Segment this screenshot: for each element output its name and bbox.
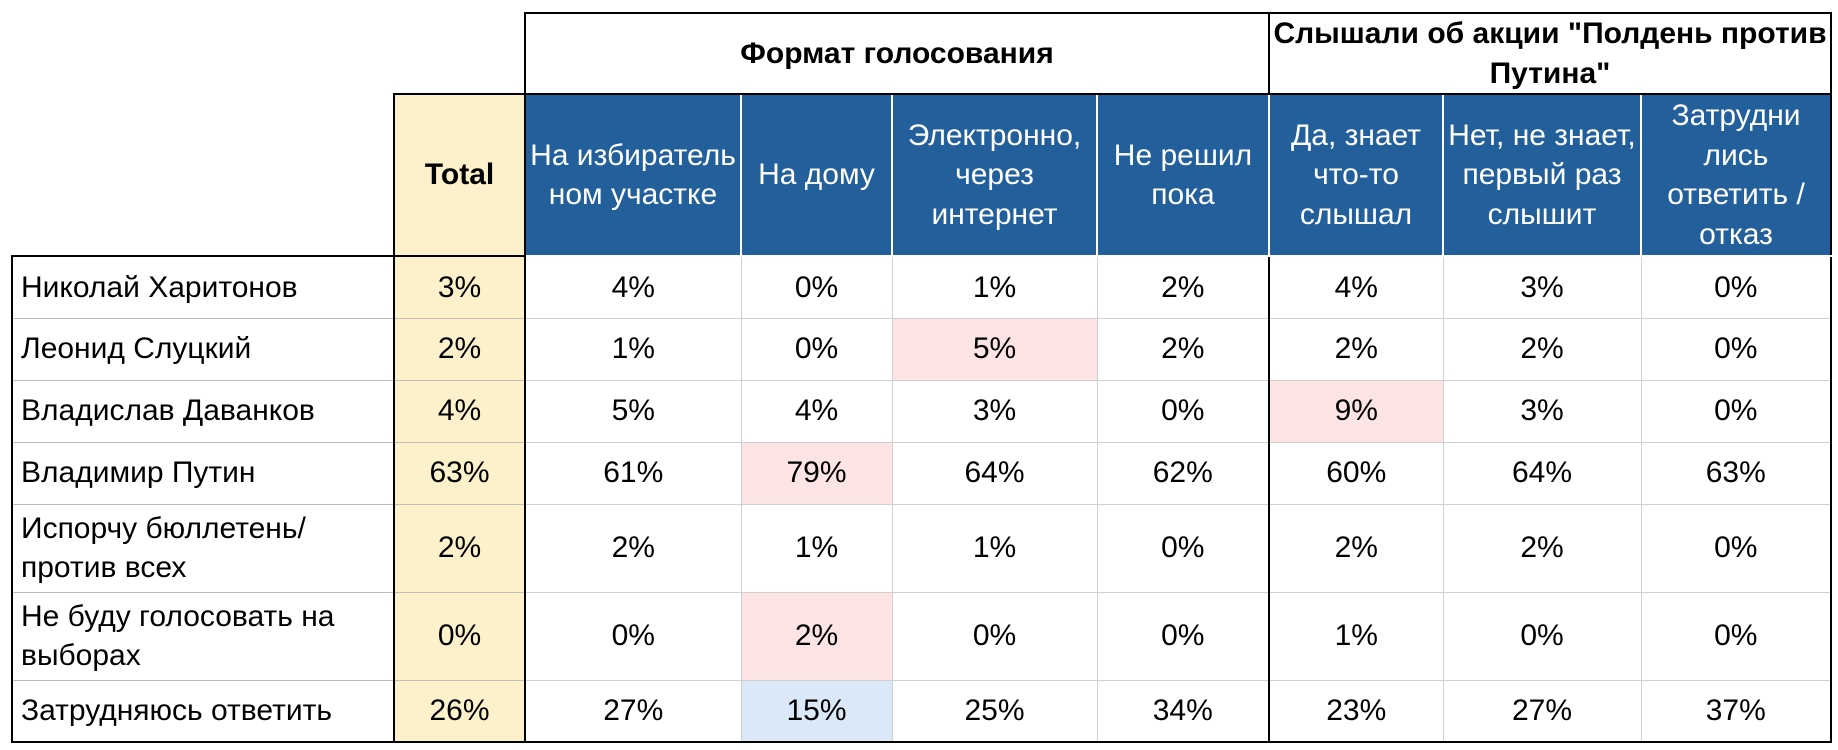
row-label: Николай Харитонов: [11, 255, 395, 319]
column-header-online: Электронно, через интернет: [891, 93, 1098, 258]
value-cell: 0%: [1640, 591, 1832, 681]
table-row: Владислав Даванков 4% 5% 4% 3% 0% 9% 3% 0%: [11, 379, 1832, 443]
total-value: 2%: [393, 503, 526, 593]
row-label: Леонид Слуцкий: [11, 317, 395, 381]
table-row: Испорчу бюллетень/против всех 2% 2% 1% 1% 0% 2…: [11, 503, 1832, 593]
value-cell: 0%: [524, 591, 742, 681]
group-header-voting-format: Формат голосования: [524, 11, 1270, 96]
value-cell: 25%: [891, 679, 1098, 744]
poll-results-table: Формат голосования Слышали об акции "Пол…: [11, 11, 1832, 744]
value-cell: 37%: [1640, 679, 1832, 744]
value-cell: 3%: [1442, 379, 1642, 443]
value-cell: 0%: [1640, 503, 1832, 593]
table-row: Николай Харитонов 3% 4% 0% 1% 2% 4% 3% 0%: [11, 255, 1832, 319]
value-cell: 0%: [1442, 591, 1642, 681]
column-header-total: Total: [393, 93, 526, 258]
table-row: Не буду голосовать на выборах 0% 0% 2% 0% 0% 1…: [11, 591, 1832, 681]
row-label: Испорчу бюллетень/против всех: [11, 503, 395, 593]
value-cell: 0%: [891, 591, 1098, 681]
value-cell: 15%: [740, 679, 893, 744]
value-cell: 0%: [1096, 379, 1270, 443]
value-cell: 64%: [891, 441, 1098, 505]
value-cell: 2%: [1442, 317, 1642, 381]
row-label: Не буду голосовать на выборах: [11, 591, 395, 681]
value-cell: 1%: [1268, 591, 1444, 681]
value-cell: 0%: [1640, 255, 1832, 319]
value-cell: 0%: [740, 255, 893, 319]
value-cell: 3%: [891, 379, 1098, 443]
row-label: Владимир Путин: [11, 441, 395, 505]
value-cell: 23%: [1268, 679, 1444, 744]
value-cell: 63%: [1640, 441, 1832, 505]
value-cell: 62%: [1096, 441, 1270, 505]
value-cell: 0%: [740, 317, 893, 381]
column-header-row: Total На избиратель ном участке На дому …: [12, 93, 1832, 258]
value-cell: 79%: [740, 441, 893, 505]
table-row: Леонид Слуцкий 2% 1% 0% 5% 2% 2% 2% 0%: [11, 317, 1832, 381]
value-cell: 4%: [740, 379, 893, 443]
column-header-heard-yes: Да, знает что-то слышал: [1268, 93, 1444, 258]
group-header-row: Формат голосования Слышали об акции "Пол…: [12, 11, 1832, 96]
total-value: 3%: [393, 255, 526, 319]
group-header-heard-of-action: Слышали об акции "Полдень против Путина": [1268, 11, 1832, 96]
total-value: 0%: [393, 591, 526, 681]
value-cell: 27%: [1442, 679, 1642, 744]
total-value: 63%: [393, 441, 526, 505]
value-cell: 2%: [524, 503, 742, 593]
value-cell: 64%: [1442, 441, 1642, 505]
value-cell: 60%: [1268, 441, 1444, 505]
value-cell: 9%: [1268, 379, 1444, 443]
value-cell: 2%: [740, 591, 893, 681]
header-corner-blank: [12, 13, 525, 95]
poll-table-body: Николай Харитонов 3% 4% 0% 1% 2% 4% 3% 0% Леонид …: [11, 255, 1832, 744]
value-cell: 2%: [1268, 317, 1444, 381]
table-row: Затрудняюсь ответить 26% 27% 15% 25% 34% 23% 27…: [11, 679, 1832, 744]
row-label: Затрудняюсь ответить: [11, 679, 395, 744]
value-cell: 27%: [524, 679, 742, 744]
value-cell: 0%: [1640, 317, 1832, 381]
poll-table-container: Формат голосования Слышали об акции "Пол…: [11, 11, 1832, 744]
row-label: Владислав Даванков: [11, 379, 395, 443]
value-cell: 2%: [1096, 255, 1270, 319]
value-cell: 0%: [1096, 591, 1270, 681]
column-header-heard-no: Нет, не знает, первый раз слышит: [1442, 93, 1642, 258]
value-cell: 61%: [524, 441, 742, 505]
value-cell: 2%: [1268, 503, 1444, 593]
value-cell: 5%: [524, 379, 742, 443]
value-cell: 0%: [1096, 503, 1270, 593]
table-row: Владимир Путин 63% 61% 79% 64% 62% 60% 64% 63%: [11, 441, 1832, 505]
total-value: 2%: [393, 317, 526, 381]
column-header-at-home: На дому: [740, 93, 893, 258]
total-value: 4%: [393, 379, 526, 443]
column-header-heard-refused: Затрудни лись ответить / отказ: [1640, 93, 1832, 258]
value-cell: 1%: [891, 503, 1098, 593]
value-cell: 4%: [524, 255, 742, 319]
value-cell: 2%: [1096, 317, 1270, 381]
value-cell: 1%: [524, 317, 742, 381]
value-cell: 2%: [1442, 503, 1642, 593]
value-cell: 0%: [1640, 379, 1832, 443]
value-cell: 3%: [1442, 255, 1642, 319]
value-cell: 4%: [1268, 255, 1444, 319]
column-header-polling-station: На избиратель ном участке: [524, 93, 742, 258]
row-label-header-blank: [12, 94, 394, 257]
column-header-undecided: Не решил пока: [1096, 93, 1270, 258]
value-cell: 5%: [891, 317, 1098, 381]
total-value: 26%: [393, 679, 526, 744]
value-cell: 1%: [740, 503, 893, 593]
value-cell: 34%: [1096, 679, 1270, 744]
value-cell: 1%: [891, 255, 1098, 319]
